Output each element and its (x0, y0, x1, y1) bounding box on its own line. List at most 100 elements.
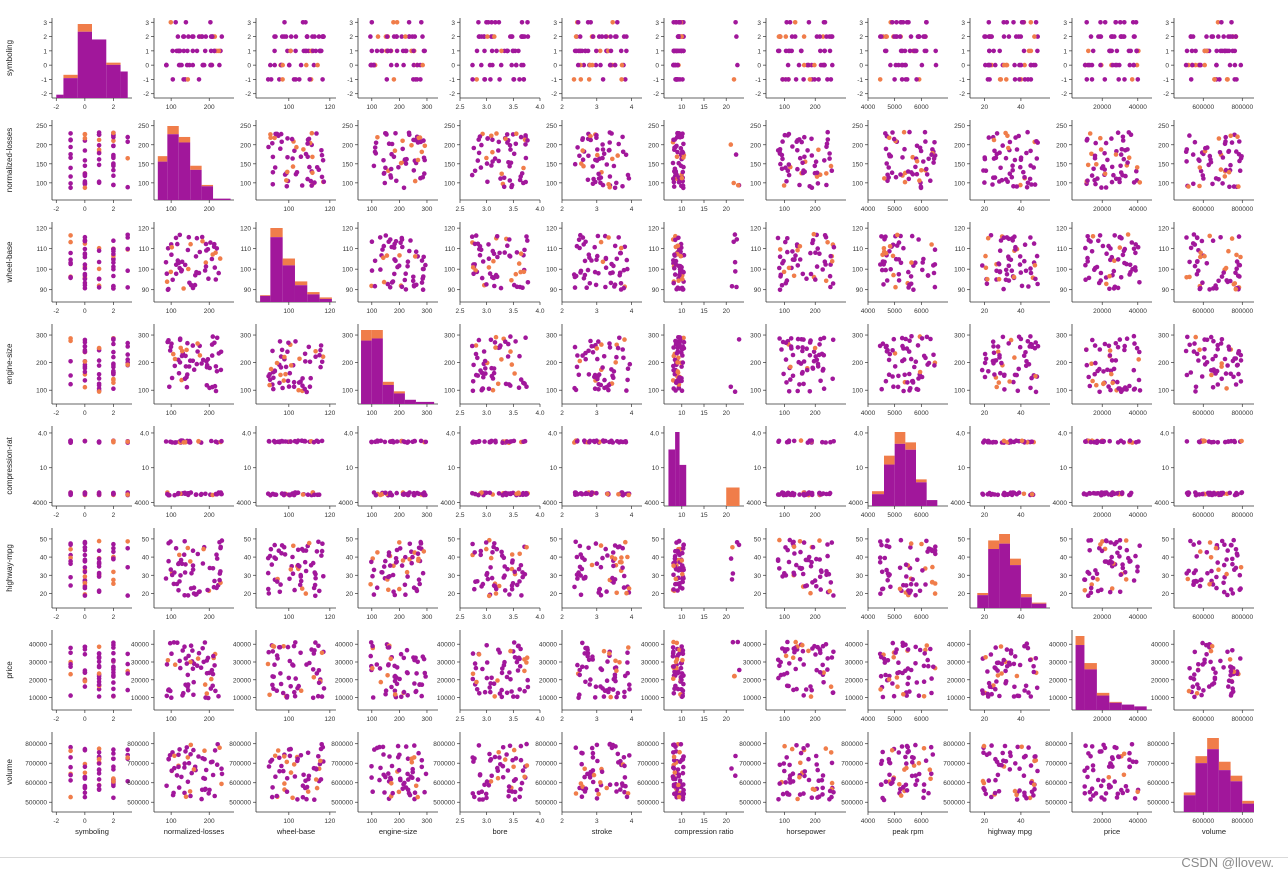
scatter-point (891, 384, 896, 390)
scatter-point (674, 540, 679, 545)
scatter-point (484, 155, 489, 161)
scatter-point (1234, 363, 1240, 368)
scatter-point (588, 338, 593, 344)
scatter-point (827, 151, 832, 156)
scatter-point (1217, 150, 1223, 155)
x-tick-label: 3.0 (482, 614, 491, 621)
scatter-point (982, 34, 987, 39)
scatter-point (585, 20, 591, 25)
scatter-point (588, 134, 593, 139)
scatter-point (929, 152, 934, 157)
scatter-point (888, 584, 893, 590)
scatter-point (1006, 341, 1011, 346)
hist-bar-gas (415, 401, 435, 404)
scatter-point (519, 593, 524, 598)
scatter-point (1024, 359, 1029, 364)
scatter-point (678, 146, 684, 151)
y-tick-label: 100 (444, 267, 455, 274)
scatter-point (1024, 150, 1029, 156)
scatter-point (314, 549, 320, 554)
scatter-point (300, 492, 306, 497)
scatter-point (623, 77, 628, 82)
y-tick-label: 100 (138, 388, 149, 395)
scatter-point (493, 20, 498, 25)
y-tick-label: 0 (43, 63, 47, 70)
x-tick-label: 20000 (1093, 512, 1111, 519)
x-tick-label: 800000 (1231, 104, 1253, 111)
scatter-point (183, 20, 189, 25)
scatter-point (982, 360, 988, 366)
x-tick-label: 3.5 (509, 104, 518, 111)
scatter-point (470, 388, 476, 394)
scatter-point (516, 491, 521, 496)
scatter-point (470, 379, 476, 384)
scatter-point (508, 383, 513, 388)
x-tick-label: 40000 (1129, 410, 1147, 417)
scatter-point (929, 242, 934, 247)
y-tick-label: 4.0 (344, 430, 353, 437)
scatter-point (167, 348, 173, 353)
scatter-point (775, 492, 781, 497)
scatter-point (908, 545, 913, 550)
scatter-point (680, 169, 686, 175)
scatter-point (486, 386, 492, 392)
scatter-point (214, 556, 220, 561)
scatter-point (282, 20, 287, 25)
y-tick-label: 2 (1165, 34, 1169, 41)
scatter-point (998, 77, 1004, 82)
scatter-point (517, 177, 523, 183)
scatter-point (626, 176, 632, 181)
x-tick-label: 2.5 (455, 614, 464, 621)
scatter-point (316, 439, 321, 445)
scatter-point (821, 335, 827, 341)
x-tick-label: 600000 (1192, 104, 1214, 111)
scatter-point (473, 351, 479, 357)
scatter-point (1028, 20, 1034, 25)
row-ylabel: engine-size (5, 343, 14, 384)
y-tick-label: 120 (36, 226, 47, 233)
scatter-point (679, 378, 684, 384)
scatter-point (915, 387, 921, 393)
y-tick-label: 100 (1056, 388, 1067, 395)
hist-bar-diesel (872, 491, 884, 495)
scatter-point (125, 268, 130, 274)
scatter-point (795, 166, 800, 172)
scatter-point (919, 62, 925, 68)
scatter-point (177, 552, 182, 558)
y-tick-label: 300 (852, 333, 863, 340)
scatter-point (1210, 181, 1215, 187)
scatter-point (125, 539, 130, 544)
scatter-point (674, 172, 679, 177)
scatter-point (581, 276, 587, 281)
scatter-point (580, 136, 586, 141)
hist-bar-gas (361, 340, 372, 404)
scatter-point (283, 371, 288, 377)
scatter-point (219, 438, 224, 444)
y-tick-label: 50 (958, 536, 966, 543)
scatter-point (783, 34, 789, 39)
y-tick-label: 40 (346, 555, 354, 562)
scatter-point (1003, 277, 1009, 283)
scatter-point (491, 366, 497, 371)
scatter-point (922, 129, 928, 135)
scatter-point (611, 580, 616, 585)
scatter-point (983, 253, 988, 259)
scatter-point (491, 370, 497, 376)
y-tick-label: 110 (955, 246, 966, 253)
x-tick-label: 200 (810, 614, 821, 621)
scatter-point (287, 576, 292, 582)
scatter-point (1001, 286, 1006, 292)
scatter-point (502, 588, 508, 593)
scatter-point (285, 48, 290, 54)
scatter-point (266, 438, 272, 444)
scatter-point (1134, 48, 1139, 54)
y-tick-label: 40 (754, 555, 762, 562)
scatter-point (1194, 235, 1200, 240)
scatter-point (388, 48, 394, 54)
hist-bar-diesel (361, 330, 372, 341)
scatter-point (218, 545, 223, 551)
hist-bar-gas (382, 384, 394, 404)
scatter-point (378, 267, 383, 272)
